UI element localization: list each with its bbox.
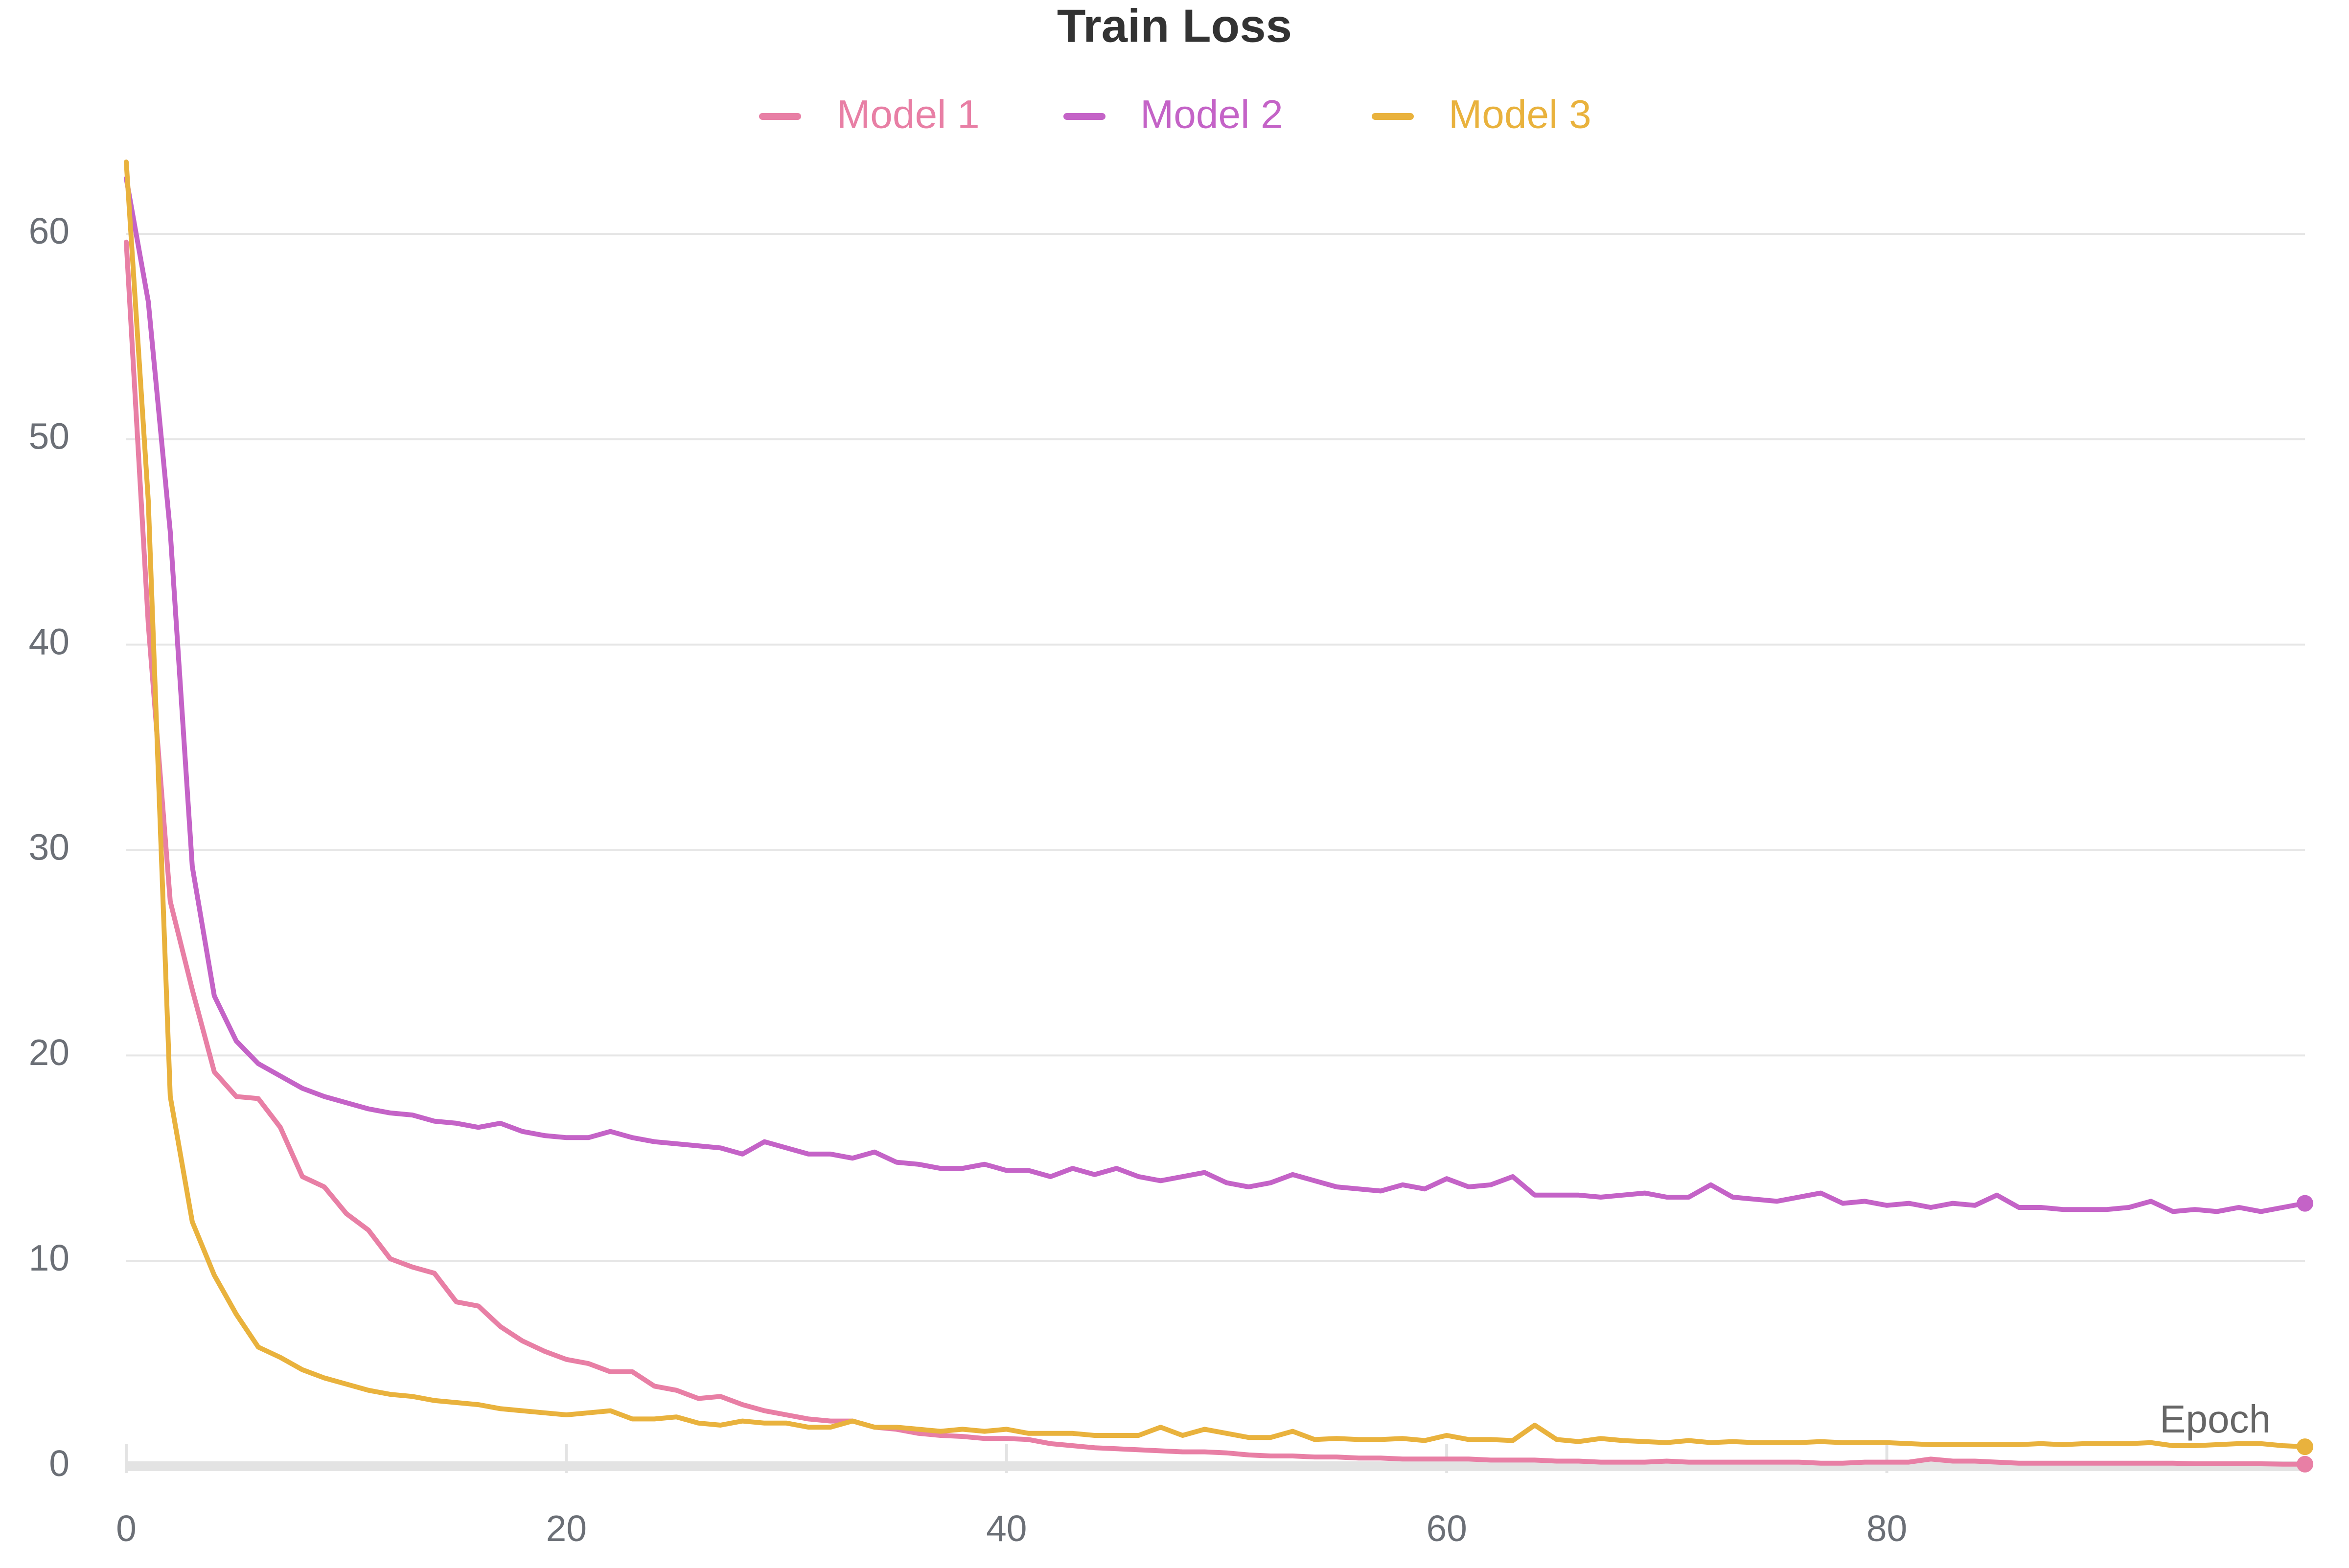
- y-tick-label: 20: [29, 1032, 69, 1073]
- y-tick-label: 40: [29, 621, 69, 662]
- x-tick-label: 80: [1866, 1508, 1907, 1549]
- chart-title: Train Loss: [1057, 0, 1292, 52]
- y-tick-label: 0: [49, 1443, 69, 1484]
- grid-lines: [126, 233, 2305, 1262]
- x-tick-label: 20: [546, 1508, 587, 1549]
- legend-label: Model 2: [1140, 92, 1283, 137]
- legend-label: Model 1: [837, 92, 980, 137]
- series-end-marker: [2297, 1455, 2313, 1473]
- series-line: [124, 159, 2307, 1450]
- y-tick-label: 30: [29, 826, 69, 867]
- series-end-marker: [2297, 1438, 2313, 1455]
- series-1: [124, 239, 2313, 1473]
- series-2: [124, 176, 2313, 1214]
- series-layer: [124, 159, 2313, 1473]
- series-3: [124, 159, 2313, 1455]
- legend-label: Model 3: [1449, 92, 1591, 137]
- y-axis: 0 10 20 30 40 50 60: [29, 210, 69, 1484]
- x-axis: 0 20 40 60 80: [116, 1444, 2305, 1549]
- legend-item[interactable]: Model 1: [759, 92, 980, 137]
- y-tick-label: 60: [29, 210, 69, 251]
- x-tick-label: 40: [986, 1508, 1027, 1549]
- legend: Model 1 Model 2 Model 3: [759, 92, 1591, 137]
- legend-item[interactable]: Model 2: [1063, 92, 1283, 137]
- x-tick-label: 0: [116, 1508, 137, 1549]
- y-tick-label: 50: [29, 416, 69, 457]
- series-line: [124, 239, 2307, 1467]
- series-line: [124, 176, 2307, 1214]
- x-tick-label: 60: [1426, 1508, 1467, 1549]
- series-end-marker: [2297, 1195, 2313, 1212]
- x-axis-title: Epoch: [2160, 1397, 2271, 1441]
- legend-item[interactable]: Model 3: [1372, 92, 1591, 137]
- y-tick-label: 10: [29, 1237, 69, 1278]
